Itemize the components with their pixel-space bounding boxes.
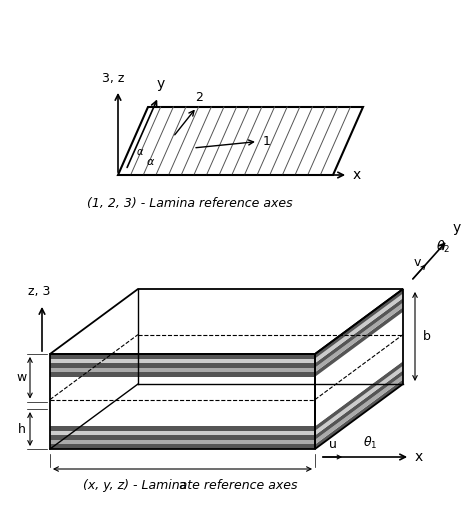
Polygon shape xyxy=(315,370,403,440)
Polygon shape xyxy=(50,431,315,435)
Text: 3, z: 3, z xyxy=(102,72,124,85)
Polygon shape xyxy=(315,298,403,368)
Polygon shape xyxy=(315,303,403,372)
Polygon shape xyxy=(315,366,403,435)
Text: b: b xyxy=(423,330,431,343)
Text: x: x xyxy=(353,168,361,182)
Polygon shape xyxy=(315,375,403,445)
Text: 2: 2 xyxy=(195,91,203,104)
Text: 1: 1 xyxy=(263,135,271,148)
Polygon shape xyxy=(315,312,403,426)
Text: Laminate
mid-plate: Laminate mid-plate xyxy=(238,353,292,375)
Polygon shape xyxy=(50,354,315,359)
Polygon shape xyxy=(50,368,315,372)
Text: z, 3: z, 3 xyxy=(28,285,50,298)
Polygon shape xyxy=(315,293,403,363)
Polygon shape xyxy=(315,289,403,359)
Text: $\alpha$: $\alpha$ xyxy=(146,157,155,167)
Polygon shape xyxy=(118,107,363,175)
Polygon shape xyxy=(50,372,315,377)
Text: (x, y, z) - Laminate reference axes: (x, y, z) - Laminate reference axes xyxy=(83,480,297,492)
Text: a: a xyxy=(179,479,186,492)
Polygon shape xyxy=(315,361,403,431)
Polygon shape xyxy=(315,379,403,449)
Text: y: y xyxy=(156,77,165,91)
Text: v: v xyxy=(414,256,421,269)
Text: u: u xyxy=(329,438,337,451)
Text: $\alpha$: $\alpha$ xyxy=(136,147,144,157)
Polygon shape xyxy=(50,377,315,426)
Text: x: x xyxy=(415,450,423,464)
Polygon shape xyxy=(50,445,315,449)
Polygon shape xyxy=(315,307,403,377)
Text: w: w xyxy=(17,371,27,384)
Polygon shape xyxy=(50,363,315,368)
Polygon shape xyxy=(50,435,315,440)
Text: y: y xyxy=(452,221,461,235)
Polygon shape xyxy=(50,289,403,354)
Text: h: h xyxy=(18,423,26,435)
Polygon shape xyxy=(50,359,315,363)
Text: $\theta_1$: $\theta_1$ xyxy=(363,435,377,451)
Text: $\theta_2$: $\theta_2$ xyxy=(436,239,451,255)
Text: (1, 2, 3) - Lamina reference axes: (1, 2, 3) - Lamina reference axes xyxy=(87,197,293,211)
Polygon shape xyxy=(50,426,315,431)
Polygon shape xyxy=(50,440,315,445)
